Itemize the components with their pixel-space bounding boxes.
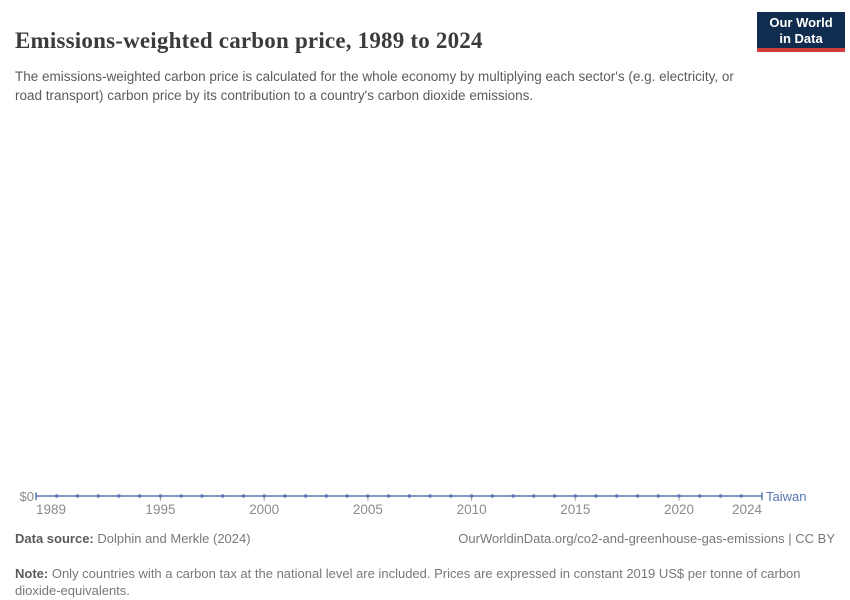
- owid-logo-accent-bar: [757, 48, 845, 52]
- note-label: Note:: [15, 566, 49, 581]
- x-axis-tick-label: 2024: [731, 502, 762, 517]
- x-axis-tick-label: 2010: [456, 502, 487, 517]
- page-title: Emissions-weighted carbon price, 1989 to…: [15, 28, 483, 54]
- x-axis-tick-label: 1995: [145, 502, 176, 517]
- chart-footer: Data source: Dolphin and Merkle (2024) O…: [15, 531, 835, 546]
- data-source-label: Data source:: [15, 531, 94, 546]
- series-label-taiwan[interactable]: Taiwan: [766, 489, 807, 504]
- y-axis-tick-label: $0: [19, 489, 34, 504]
- owid-logo-line1: Our World: [769, 15, 833, 30]
- chart-subtitle: The emissions-weighted carbon price is c…: [15, 68, 734, 103]
- x-axis-tick-label: 1989: [36, 502, 67, 517]
- x-axis-tick-label: 2005: [352, 502, 383, 517]
- owid-logo-line2: in Data: [779, 31, 823, 46]
- chart-note: Note: Only countries with a carbon tax a…: [15, 565, 815, 599]
- line-chart-svg[interactable]: [0, 474, 850, 508]
- owid-logo[interactable]: Our World in Data: [757, 12, 845, 52]
- x-axis-tick-label: 2000: [249, 502, 280, 517]
- x-axis-tick-label: 2020: [663, 502, 695, 517]
- x-axis-tick-label: 2015: [560, 502, 591, 517]
- data-source-value: Dolphin and Merkle (2024): [97, 531, 251, 546]
- note-text: Only countries with a carbon tax at the …: [15, 566, 801, 598]
- attribution-link[interactable]: OurWorldinData.org/co2-and-greenhouse-ga…: [458, 531, 835, 546]
- data-source-text: Data source: Dolphin and Merkle (2024): [15, 531, 251, 546]
- x-axis-labels: 1989 1995 2000 2005 2010 2015 2020 2024: [0, 502, 850, 518]
